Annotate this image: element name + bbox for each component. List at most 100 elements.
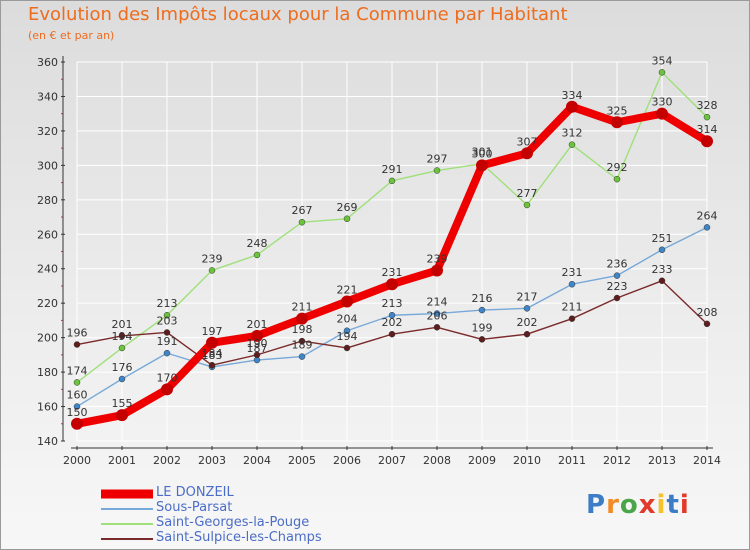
data-label-0: 307: [517, 135, 538, 148]
series-point-2: [253, 251, 261, 259]
data-label-1: 204: [337, 313, 358, 326]
logo-letter: i: [656, 490, 667, 520]
data-label-1: 236: [607, 258, 628, 271]
series-point-1: [478, 306, 486, 314]
y-tick-label: 140: [37, 435, 58, 448]
legend-label-le-donzeil: LE DONZEIL: [156, 485, 234, 500]
legend-label-saint-georges-la-pouge: Saint-Georges-la-Pouge: [156, 515, 310, 530]
series-point-2: [523, 201, 531, 209]
chart-title: Evolution des Impôts locaux pour la Comm…: [28, 4, 568, 25]
x-tick-label: 2005: [288, 454, 316, 467]
data-label-3: 211: [562, 301, 583, 314]
x-tick-label: 2004: [243, 454, 271, 467]
series-point-1: [658, 246, 666, 254]
data-label-2: 328: [697, 99, 718, 112]
data-label-2: 297: [427, 153, 448, 166]
data-label-1: 251: [652, 232, 673, 245]
data-label-3: 233: [652, 263, 673, 276]
legend-label-saint-sulpice-les-champs: Saint-Sulpice-les-Champs: [156, 530, 322, 545]
series-point-2: [298, 218, 306, 226]
data-label-0: 201: [247, 318, 268, 331]
data-label-0: 170: [157, 371, 178, 384]
data-label-0: 197: [202, 325, 223, 338]
series-point-0: [206, 336, 218, 349]
series-point-3: [523, 330, 531, 338]
x-tick-label: 2014: [693, 454, 721, 467]
data-label-2: 269: [337, 201, 358, 214]
series-point-3: [163, 329, 171, 336]
x-tick-label: 2011: [558, 454, 586, 467]
data-label-0: 231: [382, 266, 403, 279]
logo-letter: x: [638, 490, 657, 520]
data-label-3: 203: [157, 314, 178, 327]
data-label-0: 221: [337, 283, 358, 296]
data-label-0: 314: [697, 123, 718, 136]
y-tick-label: 240: [37, 263, 58, 276]
series-point-1: [73, 403, 81, 410]
series-point-2: [343, 215, 351, 223]
data-label-1: 176: [112, 361, 133, 374]
series-point-3: [253, 351, 261, 359]
series-point-2: [163, 311, 171, 319]
logo-letter: i: [679, 490, 690, 520]
data-label-1: 191: [157, 335, 178, 348]
data-label-2: 312: [562, 127, 583, 140]
data-label-3: 202: [517, 316, 538, 329]
series-point-0: [71, 417, 83, 430]
series-point-3: [208, 361, 216, 369]
series-point-2: [658, 69, 666, 76]
series-point-1: [613, 272, 621, 279]
data-label-2: 277: [517, 187, 538, 200]
data-label-0: 150: [67, 406, 88, 419]
data-label-2: 239: [202, 252, 223, 265]
series-point-0: [656, 107, 668, 120]
x-tick-label: 2000: [63, 454, 91, 467]
data-label-3: 184: [202, 347, 223, 360]
series-point-0: [611, 116, 623, 129]
x-tick-label: 2008: [423, 454, 451, 467]
x-tick-label: 2010: [513, 454, 541, 467]
y-tick-label: 360: [37, 56, 58, 69]
data-label-3: 198: [292, 323, 313, 336]
data-label-1: 217: [517, 290, 538, 303]
x-tick-label: 2013: [648, 454, 676, 467]
series-point-0: [116, 409, 128, 422]
data-label-0: 325: [607, 104, 628, 117]
series-point-2: [703, 113, 711, 121]
y-tick-label: 260: [37, 228, 58, 241]
data-label-2: 213: [157, 297, 178, 310]
data-label-3: 194: [337, 330, 358, 343]
series-point-1: [433, 310, 441, 317]
series-point-0: [476, 159, 488, 172]
series-point-3: [73, 341, 81, 348]
logo-letter: o: [619, 490, 639, 520]
series-point-3: [433, 324, 441, 331]
y-tick-label: 300: [37, 159, 58, 172]
series-point-0: [701, 135, 713, 148]
data-label-3: 201: [112, 318, 133, 331]
series-point-1: [568, 280, 576, 288]
data-label-1: 189: [292, 339, 313, 352]
series-point-1: [343, 327, 351, 334]
data-label-1: 160: [67, 389, 88, 402]
y-tick-label: 200: [37, 332, 58, 345]
series-point-3: [388, 330, 396, 338]
data-label-2: 301: [472, 146, 493, 159]
series-point-2: [568, 141, 576, 148]
series-point-2: [118, 344, 126, 352]
data-label-0: 330: [652, 96, 673, 109]
series-point-3: [568, 315, 576, 322]
series-point-1: [523, 305, 531, 312]
series-point-0: [386, 278, 398, 291]
series-point-1: [703, 224, 711, 231]
data-label-2: 267: [292, 204, 313, 217]
y-tick-label: 180: [37, 366, 58, 379]
series-point-1: [388, 311, 396, 319]
series-point-3: [298, 337, 306, 345]
series-point-1: [298, 353, 306, 360]
series-point-0: [431, 264, 443, 277]
y-tick-label: 340: [37, 90, 58, 103]
series-point-3: [658, 277, 666, 285]
series-point-0: [341, 295, 353, 308]
